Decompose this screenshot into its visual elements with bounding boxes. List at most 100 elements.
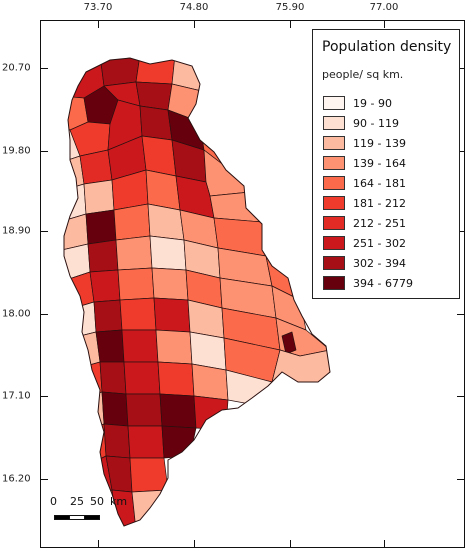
legend-swatch	[323, 116, 345, 130]
district-polygon	[129, 457, 169, 493]
district-polygon	[89, 391, 105, 429]
tick-mark	[384, 20, 385, 28]
tick-mark	[40, 314, 48, 315]
latitude-tick-label: 19.80	[2, 145, 31, 157]
district-polygon	[153, 297, 191, 333]
scale-segment	[84, 515, 100, 520]
tick-mark	[457, 479, 465, 480]
legend-item: 90 - 119	[323, 115, 399, 131]
district-polygon	[125, 393, 163, 427]
longitude-tick-label: 77.00	[369, 2, 399, 13]
latitude-tick-label: 18.90	[2, 225, 31, 237]
tick-mark	[384, 540, 385, 548]
district-polygon	[147, 203, 185, 241]
district-polygon	[95, 329, 125, 363]
legend-swatch	[323, 216, 345, 230]
scale-label-0: 0	[50, 495, 57, 508]
legend-label: 139 - 164	[353, 156, 406, 170]
district-polygon	[123, 361, 161, 395]
district-polygon	[149, 235, 187, 271]
district-polygon	[151, 267, 189, 301]
legend-label: 181 - 212	[353, 196, 406, 210]
scale-label-50: 50	[90, 495, 104, 508]
tick-mark	[457, 396, 465, 397]
district-polygon	[155, 329, 193, 365]
tick-mark	[457, 314, 465, 315]
latitude-tick-label: 18.00	[2, 308, 31, 320]
tick-mark	[194, 20, 195, 28]
tick-mark	[457, 68, 465, 69]
district-polygon	[101, 391, 129, 427]
legend-swatch	[323, 176, 345, 190]
district-polygon	[139, 105, 173, 141]
legend-item: 139 - 164	[323, 155, 406, 171]
tick-mark	[290, 20, 291, 28]
legend-item: 119 - 139	[323, 135, 406, 151]
scale-label-25: 25	[70, 495, 84, 508]
legend-swatch	[323, 196, 345, 210]
tick-mark	[40, 151, 48, 152]
district-polygon	[83, 179, 115, 215]
district-polygon	[121, 329, 159, 363]
legend-item: 19 - 90	[323, 95, 392, 111]
tick-mark	[98, 540, 99, 548]
legend-swatch	[323, 136, 345, 150]
tick-mark	[40, 396, 48, 397]
tick-mark	[40, 479, 48, 480]
district-polygon	[203, 149, 251, 197]
legend-item: 302 - 394	[323, 255, 406, 271]
legend-swatch	[323, 276, 345, 290]
legend-label: 212 - 251	[353, 216, 406, 230]
longitude-tick-label: 74.80	[179, 2, 209, 13]
tick-mark	[290, 540, 291, 548]
district-polygon	[135, 81, 173, 111]
latitude-tick-label: 16.20	[2, 473, 31, 485]
district-polygon	[209, 191, 263, 223]
district-polygon	[127, 425, 165, 459]
district-polygon	[193, 395, 229, 431]
district-polygon	[87, 239, 119, 273]
district-polygon	[103, 423, 131, 459]
district-polygon	[135, 58, 176, 85]
legend-label: 119 - 139	[353, 136, 406, 150]
legend-item: 181 - 212	[323, 195, 406, 211]
district-polygon	[89, 269, 121, 303]
legend-swatch	[323, 156, 345, 170]
longitude-tick-label: 75.90	[275, 2, 305, 13]
legend-item: 164 - 181	[323, 175, 406, 191]
district-polygon	[73, 301, 97, 337]
latitude-tick-label: 17.10	[2, 390, 31, 402]
legend-item: 212 - 251	[323, 215, 406, 231]
tick-mark	[40, 68, 48, 69]
district-polygon	[64, 183, 87, 221]
longitude-tick-label: 73.70	[83, 2, 113, 13]
legend-label: 251 - 302	[353, 236, 406, 250]
legend-label: 394 - 6779	[353, 276, 413, 290]
district-polygon	[145, 169, 181, 211]
legend-swatch	[323, 96, 345, 110]
tick-mark	[40, 231, 48, 232]
scale-unit: km	[110, 495, 128, 508]
district-polygon	[119, 297, 157, 331]
legend-label: 164 - 181	[353, 176, 406, 190]
district-polygon	[99, 361, 127, 395]
tick-mark	[194, 540, 195, 548]
legend-swatch	[323, 256, 345, 270]
district-polygon	[191, 363, 229, 401]
region-boundary	[63, 57, 331, 527]
tick-mark	[457, 231, 465, 232]
legend-label: 19 - 90	[353, 96, 392, 110]
legend-label: 90 - 119	[353, 116, 399, 130]
legend-label: 302 - 394	[353, 256, 406, 270]
legend-swatch	[323, 236, 345, 250]
district-polygon	[79, 149, 113, 185]
district-polygon	[113, 203, 151, 241]
district-polygon	[159, 393, 197, 429]
district-polygon	[157, 361, 195, 397]
tick-mark	[457, 151, 465, 152]
district-polygon	[93, 299, 123, 333]
district-polygon	[131, 489, 169, 526]
legend-item: 251 - 302	[323, 235, 406, 251]
legend-item: 394 - 6779	[323, 275, 413, 291]
district-polygon	[115, 235, 153, 271]
